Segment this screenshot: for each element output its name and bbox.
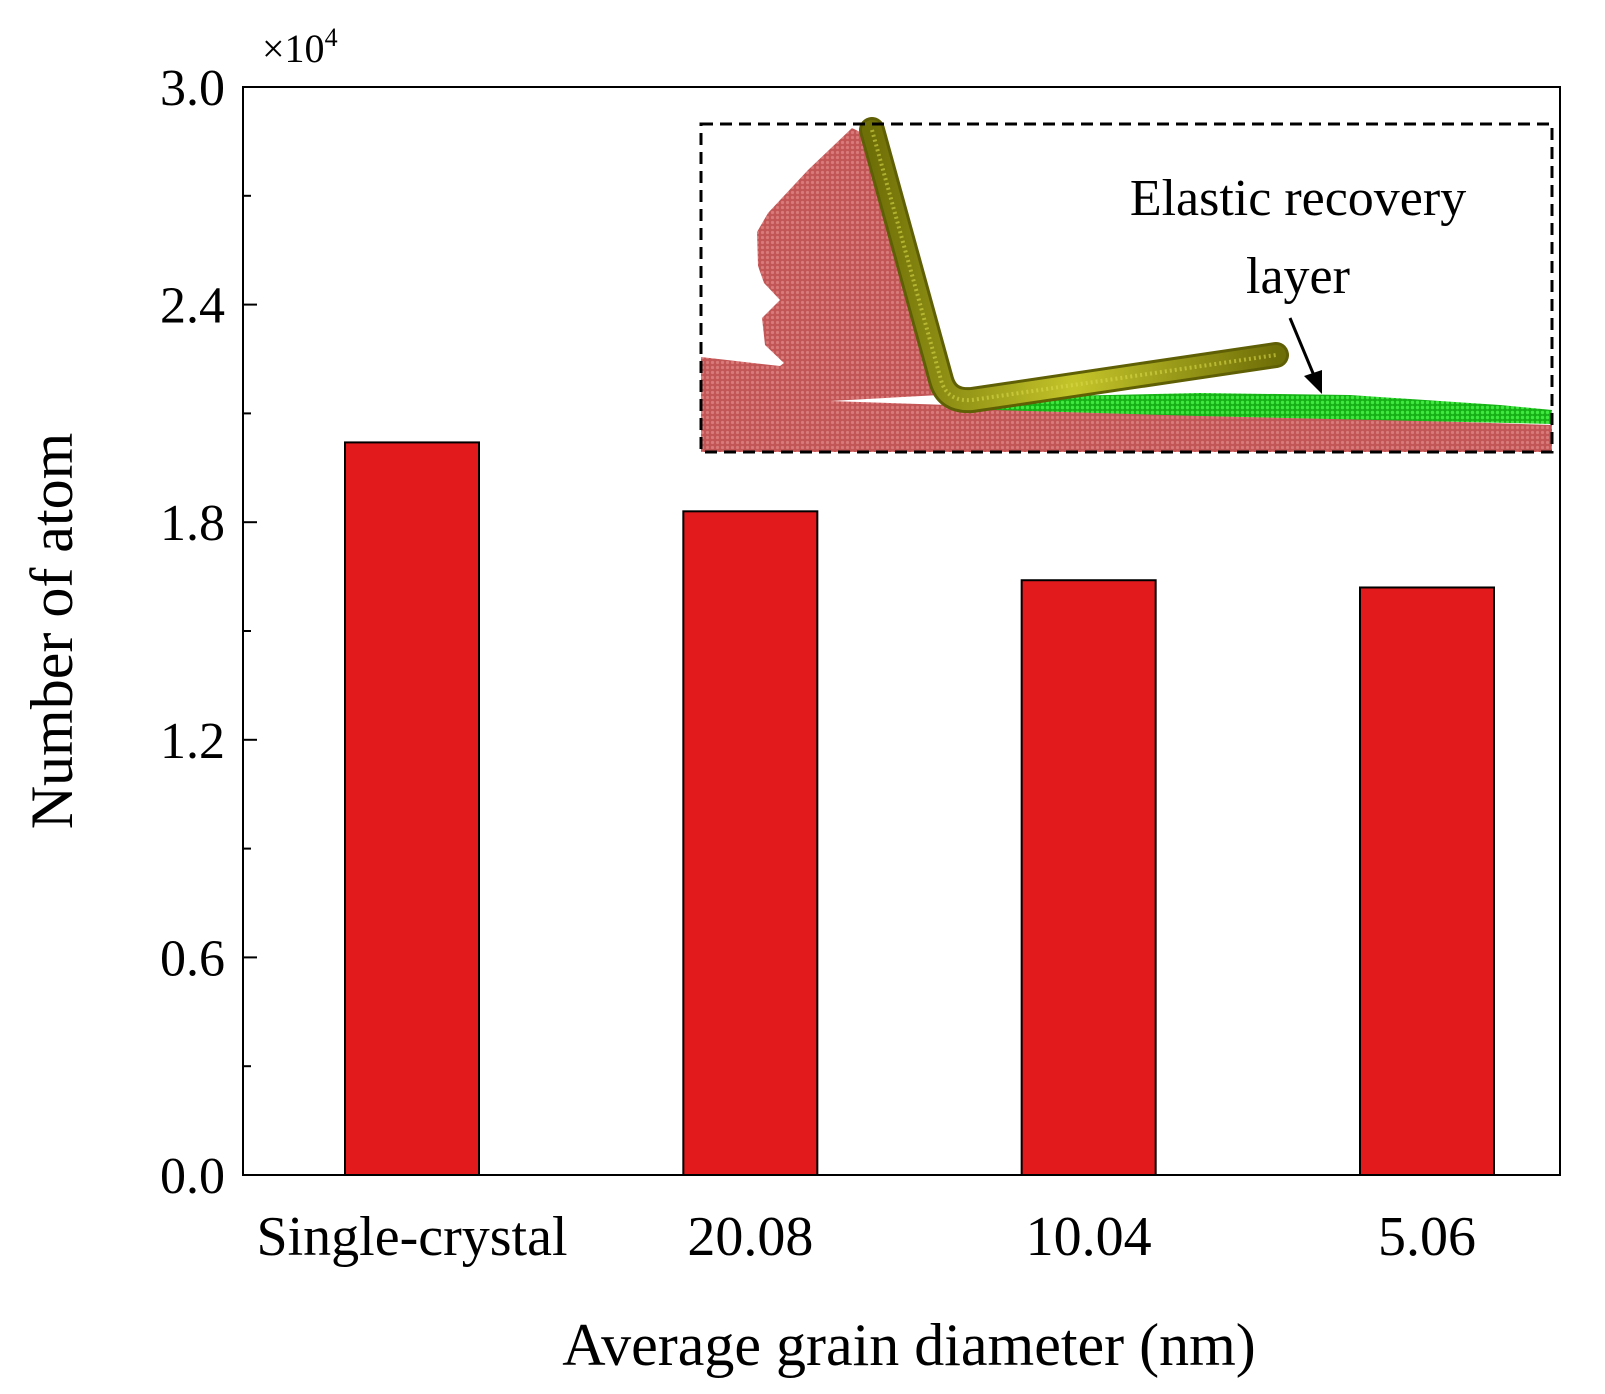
- bars: [344, 441, 1495, 1176]
- x-tick-label: Single-crystal: [256, 1206, 567, 1268]
- x-axis: Single-crystal 20.08 10.04 5.06: [256, 1206, 1476, 1268]
- inset-frame: [699, 122, 1554, 454]
- substrate: [701, 348, 1552, 452]
- inset-label-line2: layer: [1246, 248, 1350, 305]
- x-axis-title: Average grain diameter (nm): [562, 1312, 1256, 1378]
- bar: [1020, 579, 1157, 1176]
- y-tick-label: 2.4: [160, 278, 225, 335]
- y-multiplier-label: ×104: [262, 23, 338, 71]
- bar: [344, 441, 480, 1176]
- inset-label-line1: Elastic recovery: [1130, 170, 1466, 227]
- elastic-recovery-layer: [960, 393, 1552, 424]
- y-tick-label: 0.6: [160, 930, 225, 987]
- pile-up-chip: [757, 128, 940, 401]
- y-axis: 0.0 0.6 1.2 1.8 2.4 3.0: [160, 60, 257, 1205]
- inset-simulation-image: Elastic recovery layer: [699, 117, 1554, 454]
- bar: [1359, 586, 1495, 1176]
- y-axis-title: Number of atom: [19, 433, 85, 830]
- bar: [682, 510, 819, 1176]
- x-tick-label: 10.04: [1026, 1206, 1152, 1268]
- inset-arrowhead-icon: [1304, 370, 1322, 394]
- inset-arrow: [1288, 317, 1317, 379]
- x-tick-label: 20.08: [687, 1206, 813, 1268]
- x-tick-label: 5.06: [1378, 1206, 1476, 1268]
- y-tick-label: 1.2: [160, 713, 225, 770]
- y-tick-label: 1.8: [160, 495, 225, 552]
- y-tick-label: 0.0: [160, 1148, 225, 1205]
- y-tick-label: 3.0: [160, 60, 225, 117]
